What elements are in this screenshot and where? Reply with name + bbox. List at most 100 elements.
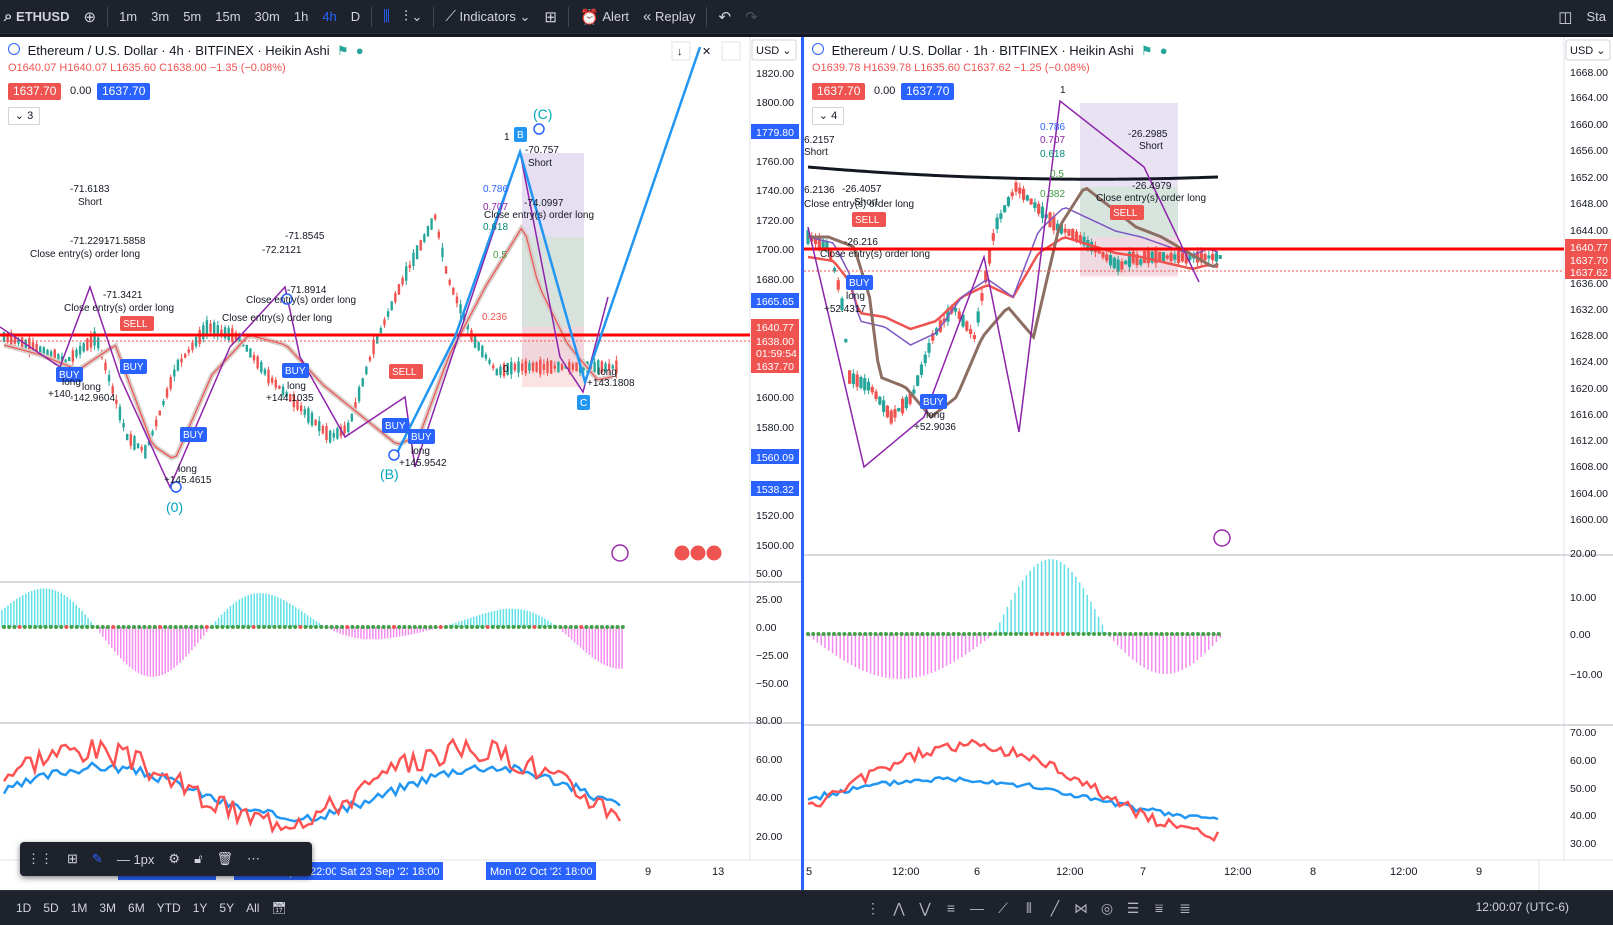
- price-tag: [751, 293, 799, 308]
- time-label: 18:00: [565, 866, 593, 878]
- b-marker: B: [517, 130, 524, 141]
- indicators-collapse-button[interactable]: ⌄ 3: [8, 107, 40, 125]
- osc-dot: [246, 625, 251, 629]
- osc-dot: [1102, 632, 1107, 636]
- interval-30m[interactable]: 30m: [254, 9, 280, 24]
- trend-line-icon[interactable]: ⟋: [998, 900, 1008, 916]
- redo-button[interactable]: ↷: [738, 0, 765, 33]
- candle: [984, 271, 988, 283]
- layout-button[interactable]: ⊞: [537, 0, 564, 33]
- interval-3m[interactable]: 3m: [151, 9, 170, 24]
- range-5d[interactable]: 5D: [43, 901, 59, 915]
- candle: [1097, 250, 1101, 254]
- alert-button[interactable]: ⏰ Alert: [573, 0, 636, 33]
- candle: [405, 266, 408, 281]
- range-6m[interactable]: 6M: [128, 901, 145, 915]
- osc-dot: [516, 625, 521, 629]
- clock[interactable]: 12:00:07 (UTC-6): [1475, 900, 1569, 914]
- drag-handle-icon[interactable]: ⋮: [866, 900, 880, 916]
- publish-button[interactable]: Sta: [1579, 0, 1613, 33]
- parallel-channel-icon[interactable]: ≡: [946, 900, 956, 916]
- ray-icon[interactable]: ╱: [1050, 900, 1060, 916]
- candle: [923, 354, 927, 364]
- osc-dot: [111, 625, 116, 629]
- osc-dot: [1123, 632, 1128, 636]
- trash-icon[interactable]: 🗑︎: [216, 851, 234, 866]
- candle: [162, 400, 165, 406]
- candle: [919, 364, 924, 375]
- osc-dot: [267, 625, 272, 629]
- range-5y[interactable]: 5Y: [219, 901, 235, 915]
- line-width-button[interactable]: — 1px: [116, 851, 155, 867]
- sidebar-toggle-button[interactable]: ◫: [1551, 0, 1579, 33]
- price-tag: [751, 358, 799, 373]
- right-chart-pane[interactable]: USD ⌄ 1668.00 1664.00 1660.00 1656.00 1652.00…: [804, 37, 1613, 890]
- pattern-icon[interactable]: ⋈: [1074, 900, 1088, 916]
- interval-1m[interactable]: 1m: [119, 9, 138, 24]
- candle: [535, 362, 538, 372]
- us-flag-event-icon: [673, 544, 691, 562]
- candle: [927, 343, 931, 353]
- indicators-collapse-button[interactable]: ⌄ 4: [812, 107, 844, 125]
- range-all[interactable]: All: [246, 901, 260, 915]
- profit-label: +145.9542: [399, 458, 447, 469]
- elliott-wave-icon[interactable]: ⋀: [893, 900, 905, 916]
- replay-button[interactable]: « Replay: [636, 0, 702, 33]
- left-chart-canvas[interactable]: USD ⌄ 1820.00 1800.00 1760.00 1740.00 1720.00…: [0, 37, 801, 890]
- left-chart-pane[interactable]: USD ⌄ 1820.00 1800.00 1760.00 1740.00 1720.00…: [0, 37, 801, 890]
- fib-icon[interactable]: ⫴: [1026, 900, 1032, 916]
- template-icon[interactable]: ⊞: [67, 851, 78, 866]
- osc-dot: [930, 632, 935, 636]
- undo-button[interactable]: ↶: [711, 0, 738, 33]
- pen-color-icon[interactable]: ✎: [91, 851, 103, 866]
- range-3m[interactable]: 3M: [99, 901, 117, 915]
- drag-handle-icon[interactable]: ⋮⋮: [27, 851, 53, 866]
- indicators-button[interactable]: ⟋ Indicators ⌄: [438, 0, 537, 33]
- osc-dot: [847, 632, 852, 636]
- indicators-label: Indicators: [459, 9, 516, 24]
- price-tick-label: 1600.00: [756, 392, 794, 404]
- bid-price[interactable]: 1637.70: [8, 83, 62, 100]
- interval-4h[interactable]: 4h: [322, 9, 337, 24]
- candle: [597, 360, 600, 374]
- right-chart-canvas[interactable]: USD ⌄1668.001664.001660.001656.001652.00…: [804, 37, 1613, 890]
- wave-point: [533, 123, 545, 135]
- price-tick-label: 1628.00: [1570, 330, 1608, 342]
- gann-icon[interactable]: ◎: [1100, 900, 1114, 916]
- interval-15m[interactable]: 15m: [215, 9, 241, 24]
- abc-pattern-icon[interactable]: ⋁: [919, 900, 931, 916]
- candle: [194, 336, 198, 347]
- pitchfork-icon[interactable]: ☰: [1126, 900, 1140, 916]
- lock-icon[interactable]: 🔓︎: [194, 851, 203, 866]
- range-ytd[interactable]: YTD: [156, 901, 181, 915]
- settings-gear-icon[interactable]: ⚙: [168, 851, 181, 866]
- candle: [191, 342, 194, 351]
- interval-1h[interactable]: 1h: [293, 9, 309, 24]
- chart-type-button[interactable]: ⫶ ⌄: [397, 0, 429, 33]
- ask-price[interactable]: 1637.70: [901, 83, 955, 100]
- candle: [10, 332, 13, 347]
- candle: [549, 360, 553, 374]
- interval-5m[interactable]: 5m: [183, 9, 202, 24]
- interval-d[interactable]: D: [350, 9, 361, 24]
- range-1m[interactable]: 1M: [70, 901, 88, 915]
- horizontal-line-icon[interactable]: —: [970, 900, 984, 916]
- compare-symbol-button[interactable]: ⊕: [76, 0, 103, 33]
- price-tag: [751, 333, 799, 348]
- bar-style-button[interactable]: ⫼: [376, 0, 397, 33]
- regression-icon[interactable]: ⩸: [1154, 900, 1164, 916]
- goto-date-icon[interactable]: 📅︎: [271, 901, 287, 915]
- long-label: long: [82, 382, 101, 393]
- osc-dot: [329, 625, 334, 629]
- close-entry-label: Close entry(s) order long: [246, 295, 356, 306]
- ask-price[interactable]: 1637.70: [97, 83, 151, 100]
- pane-divider[interactable]: [801, 37, 804, 890]
- range-1y[interactable]: 1Y: [192, 901, 208, 915]
- hamburger-icon[interactable]: ≣: [1179, 900, 1191, 916]
- symbol-search[interactable]: ⌕ ETHUSD: [0, 0, 76, 33]
- rsi-signal-line: [807, 776, 1219, 821]
- bid-price[interactable]: 1637.70: [812, 83, 866, 100]
- more-icon[interactable]: ⋯: [247, 851, 261, 866]
- range-1d[interactable]: 1D: [16, 901, 32, 915]
- osc-dot: [868, 632, 873, 636]
